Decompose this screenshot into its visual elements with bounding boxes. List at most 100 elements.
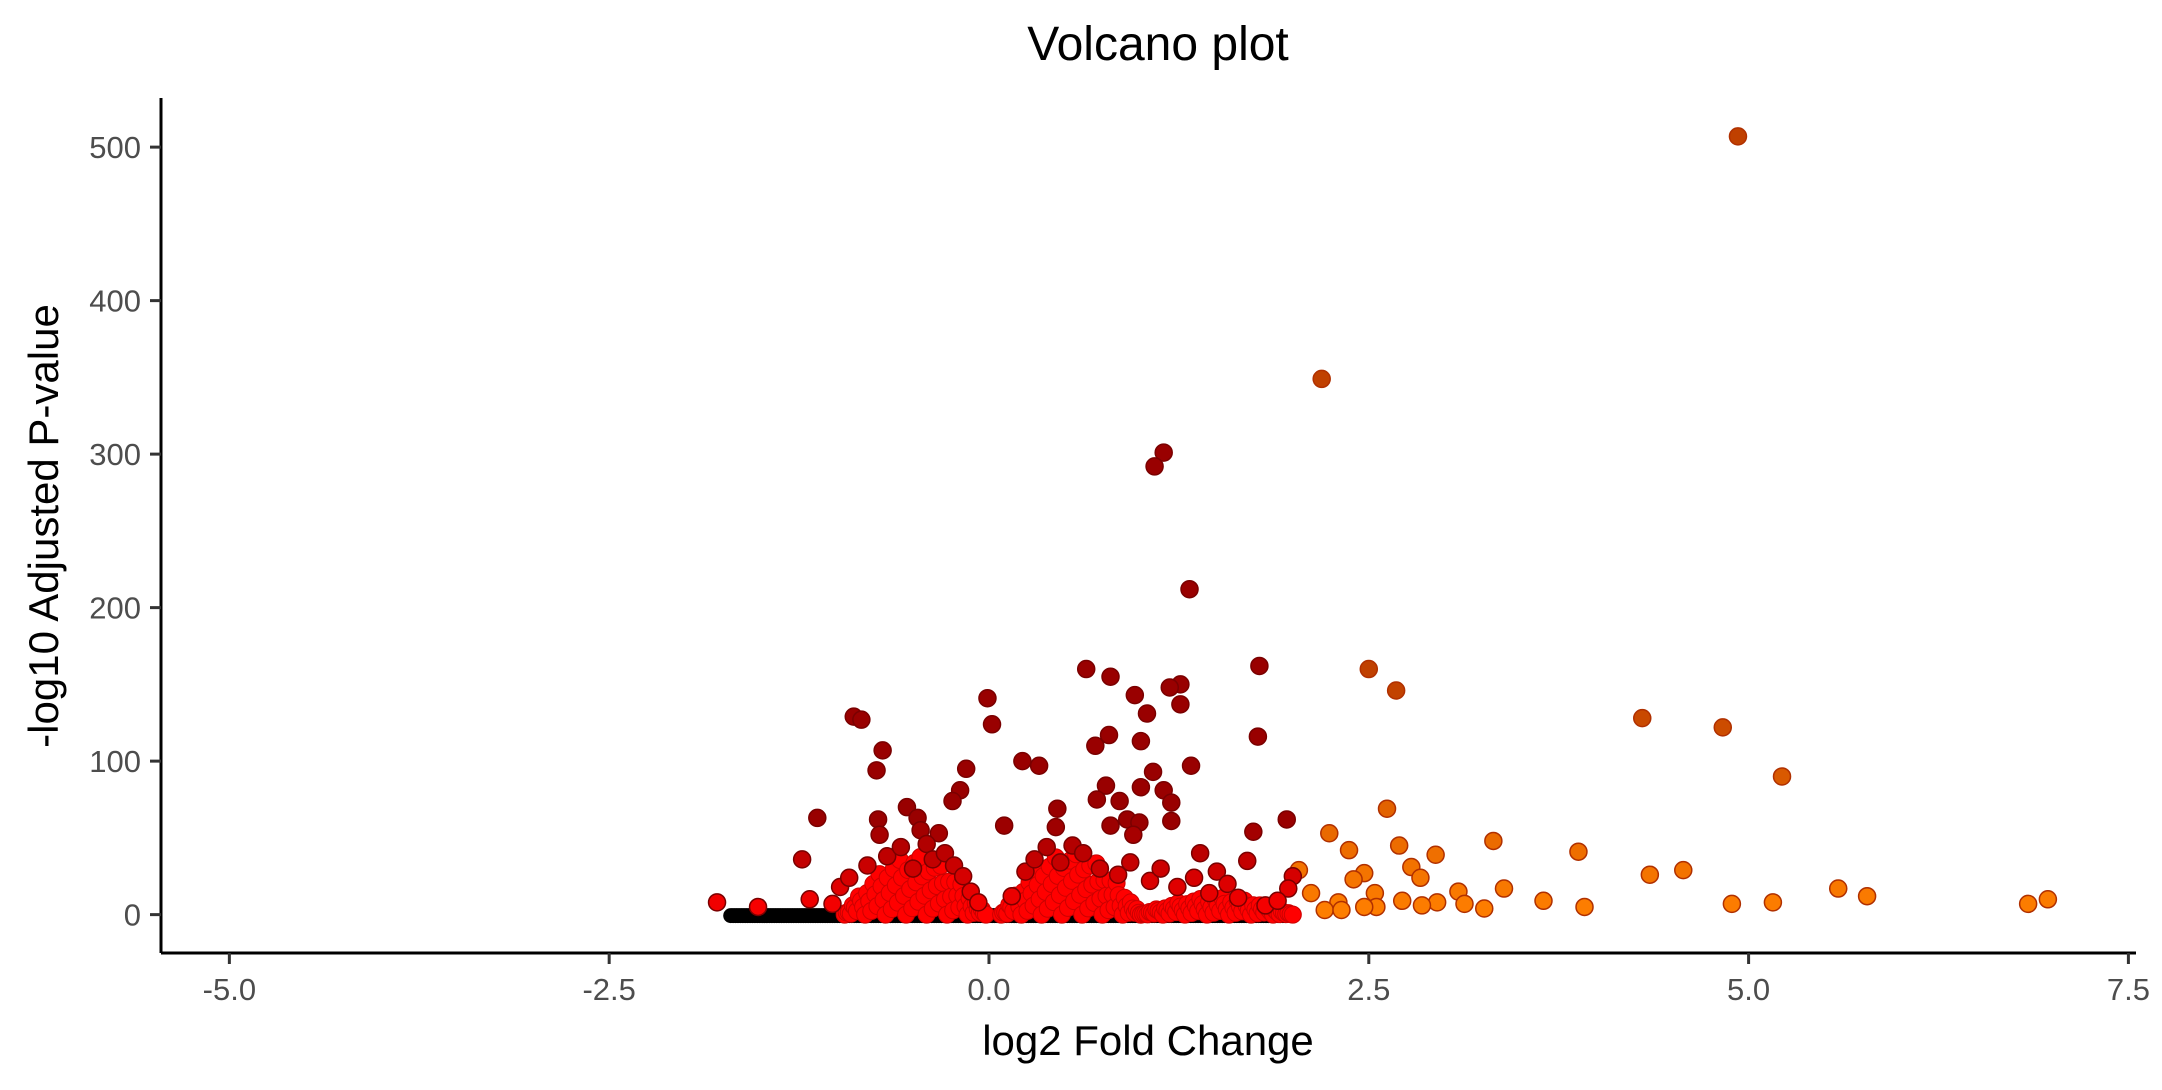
data-point — [953, 866, 973, 886]
data-point — [1184, 868, 1204, 888]
data-point — [1101, 816, 1120, 835]
data-point — [1475, 899, 1494, 918]
data-point — [748, 897, 768, 917]
data-point — [1238, 851, 1257, 871]
data-point — [891, 837, 911, 857]
data-point — [2018, 894, 2038, 914]
data-point — [994, 816, 1014, 835]
x-tick-label: 5.0 — [1727, 972, 1770, 1007]
data-point — [1320, 824, 1339, 843]
data-point — [1411, 868, 1430, 888]
data-point — [1168, 877, 1187, 897]
data-point — [870, 825, 889, 845]
data-point — [1244, 822, 1263, 841]
data-point — [935, 843, 955, 863]
data-point — [1674, 860, 1693, 880]
y-axis-title: -log10 Adjusted P-value — [20, 304, 67, 748]
data-point — [858, 856, 877, 875]
chart-title: Volcano plot — [1027, 18, 1289, 71]
y-tick-label: 500 — [89, 130, 141, 165]
data-point — [1073, 843, 1093, 863]
data-point — [1181, 756, 1201, 775]
data-point — [1086, 736, 1105, 756]
data-point — [1171, 695, 1190, 714]
data-point — [1312, 369, 1331, 389]
data-point — [1427, 893, 1447, 912]
data-point — [1575, 897, 1594, 917]
data-point — [1218, 874, 1237, 894]
data-point — [800, 890, 819, 909]
data-point — [1162, 793, 1181, 812]
y-tick-label: 400 — [89, 284, 141, 319]
data-point — [1143, 762, 1163, 782]
x-tick-label: 2.5 — [1347, 972, 1390, 1007]
data-point — [1332, 900, 1351, 920]
y-tick-label: 0 — [124, 898, 141, 933]
data-point-significant — [1283, 905, 1302, 924]
data-point — [1386, 681, 1406, 700]
data-point — [1145, 457, 1164, 476]
data-point — [808, 808, 827, 828]
data-point — [1048, 799, 1067, 818]
data-point — [868, 810, 888, 829]
data-point — [1154, 443, 1173, 462]
data-point — [1076, 659, 1096, 679]
data-point — [1534, 891, 1553, 911]
data-point — [1640, 865, 1660, 884]
y-axis-ticks: 0 100 200 300 400 500 — [89, 130, 161, 933]
data-point — [707, 893, 727, 912]
data-point — [1096, 776, 1116, 795]
data-point — [1124, 825, 1143, 845]
data-point — [1315, 900, 1334, 920]
data-point — [1569, 842, 1588, 861]
y-tick-label: 300 — [89, 437, 141, 472]
data-point — [1426, 845, 1445, 865]
data-point — [1087, 790, 1107, 809]
data-point — [1277, 810, 1296, 829]
data-point — [1359, 659, 1379, 679]
data-point — [1051, 853, 1070, 872]
data-point — [1279, 879, 1298, 898]
data-point — [1484, 831, 1503, 851]
data-point — [1200, 883, 1219, 903]
data-point — [1389, 836, 1409, 855]
data-point — [1140, 871, 1160, 891]
data-point — [1029, 756, 1049, 775]
data-point — [1633, 708, 1652, 728]
data-point — [1016, 862, 1035, 881]
x-axis-ticks: -5.0 -2.5 0.0 2.5 5.0 7.5 — [203, 953, 2150, 1007]
data-point — [1412, 896, 1432, 915]
data-point — [1190, 843, 1210, 863]
y-tick-label: 100 — [89, 744, 141, 779]
data-point — [1151, 859, 1170, 878]
data-point — [1828, 879, 1848, 898]
data-point — [1099, 725, 1119, 745]
x-tick-label: -5.0 — [203, 972, 256, 1007]
data-point — [1207, 862, 1227, 881]
data-point — [1160, 678, 1180, 697]
data-point — [823, 894, 842, 914]
data-point — [1250, 656, 1269, 676]
data-point — [1110, 791, 1129, 811]
data-point — [1763, 893, 1783, 912]
data-point — [1002, 886, 1022, 906]
data-point — [1377, 799, 1397, 818]
data-point — [873, 741, 892, 760]
data-point — [852, 710, 871, 729]
data-point — [1137, 704, 1157, 723]
x-tick-label: 7.5 — [2107, 972, 2150, 1007]
data-point — [1772, 767, 1792, 786]
data-point — [969, 893, 988, 912]
data-point — [1108, 865, 1128, 884]
data-point — [1354, 897, 1374, 917]
data-point — [792, 850, 812, 869]
data-point — [1268, 891, 1287, 911]
data-point — [877, 847, 897, 866]
data-point — [1301, 883, 1321, 903]
data-point — [1180, 579, 1199, 599]
y-tick-label: 200 — [89, 591, 141, 626]
data-point — [1125, 685, 1145, 705]
data-point — [1013, 751, 1032, 771]
data-point — [978, 688, 997, 708]
